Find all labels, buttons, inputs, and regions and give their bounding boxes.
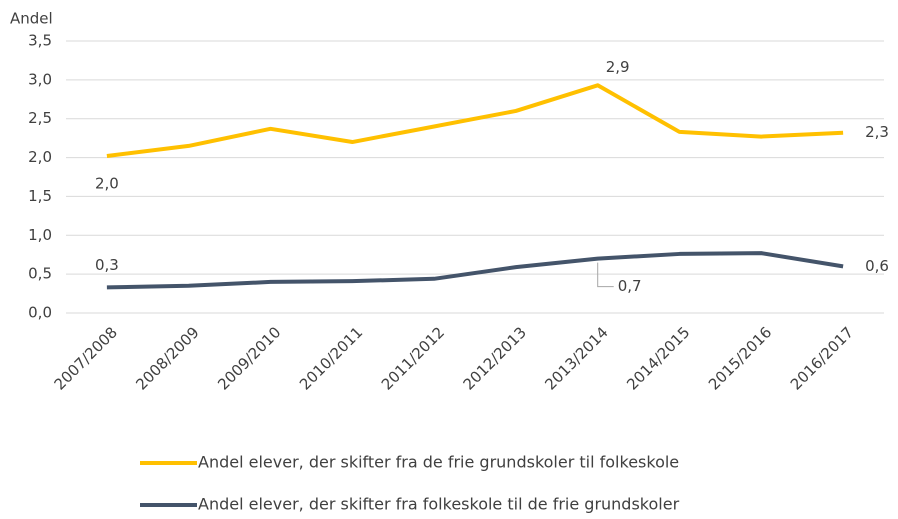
x-tick-label: 2011/2012: [378, 323, 448, 393]
data-label: 2,0: [95, 175, 119, 193]
y-tick-label: 2,0: [28, 148, 52, 166]
x-tick-label: 2009/2010: [214, 323, 284, 393]
y-tick-label: 0,0: [28, 304, 52, 322]
y-tick-label: 1,5: [28, 187, 52, 205]
y-tick-label: 3,0: [28, 70, 52, 88]
data-label: 2,9: [606, 58, 630, 76]
y-tick-label: 1,0: [28, 226, 52, 244]
x-tick-label: 2008/2009: [132, 323, 202, 393]
x-tick-label: 2016/2017: [787, 323, 857, 393]
y-axis-label: Andel: [10, 10, 53, 28]
line-series: [106, 251, 844, 290]
legend-text: Andel elever, der skifter fra de frie gr…: [198, 453, 679, 472]
y-tick-label: 3,5: [28, 32, 52, 50]
data-label: 0,3: [95, 256, 119, 274]
data-label: 0,7: [618, 277, 642, 295]
legend-text: Andel elever, der skifter fra folkeskole…: [198, 495, 680, 514]
x-tick-label: 2012/2013: [460, 323, 530, 393]
data-label: 0,6: [865, 257, 889, 275]
x-tick-label: 2010/2011: [296, 323, 366, 393]
y-tick-label: 2,5: [28, 109, 52, 127]
leader-line: [597, 262, 614, 288]
line-series: [106, 83, 844, 159]
x-tick-label: 2014/2015: [623, 323, 693, 393]
x-tick-label: 2013/2014: [541, 323, 611, 393]
x-tick-label: 2015/2016: [705, 323, 775, 393]
y-tick-label: 0,5: [28, 265, 52, 283]
data-label: 2,3: [865, 123, 889, 141]
x-tick-label: 2007/2008: [51, 323, 121, 393]
